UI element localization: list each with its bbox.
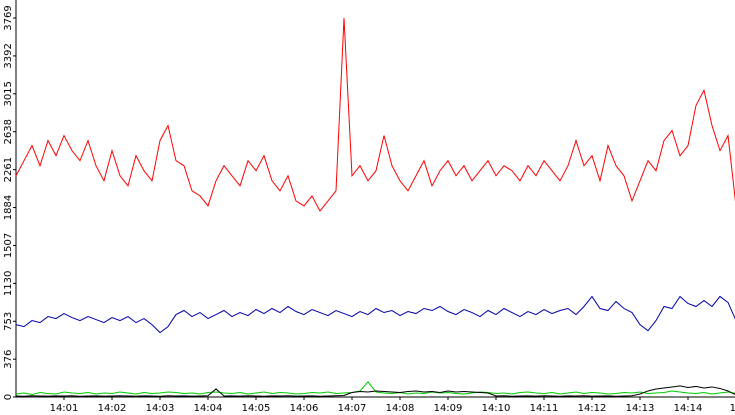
- x-tick-label: 14:03: [146, 403, 175, 414]
- x-tick-label: 14:14: [674, 403, 703, 414]
- y-tick-label: 1884: [3, 195, 14, 220]
- y-tick-label: 3769: [3, 5, 14, 30]
- x-tick-label: 14:04: [194, 403, 223, 414]
- x-tick-label: 14:12: [578, 403, 607, 414]
- y-tick-label: 3392: [3, 43, 14, 68]
- y-tick-label: 0: [3, 394, 14, 400]
- series-line: [15, 385, 735, 397]
- x-tick-label: 14:01: [50, 403, 79, 414]
- x-tick-label: 14:07: [338, 403, 367, 414]
- series-line: [15, 17, 735, 212]
- x-tick-label: 14:09: [434, 403, 463, 414]
- x-tick-label: 14:06: [290, 403, 319, 414]
- series-line: [15, 381, 735, 395]
- y-tick-label: 2638: [3, 119, 14, 144]
- y-tick-label: 2261: [3, 157, 14, 182]
- x-tick-label: 14:05: [242, 403, 271, 414]
- y-tick-label: 376: [3, 350, 14, 369]
- x-tick-label: 14:11: [530, 403, 559, 414]
- y-tick-label: 753: [3, 312, 14, 331]
- x-tick-label: 14:02: [98, 403, 127, 414]
- series-line: [15, 295, 735, 334]
- x-tick-label: 14: [730, 403, 735, 414]
- y-tick-label: 1130: [3, 271, 14, 296]
- x-tick-label: 14:10: [482, 403, 511, 414]
- y-tick-label: 1507: [3, 233, 14, 258]
- x-tick-label: 14:08: [386, 403, 415, 414]
- x-tick-label: 14:13: [626, 403, 655, 414]
- y-tick-label: 3015: [3, 81, 14, 106]
